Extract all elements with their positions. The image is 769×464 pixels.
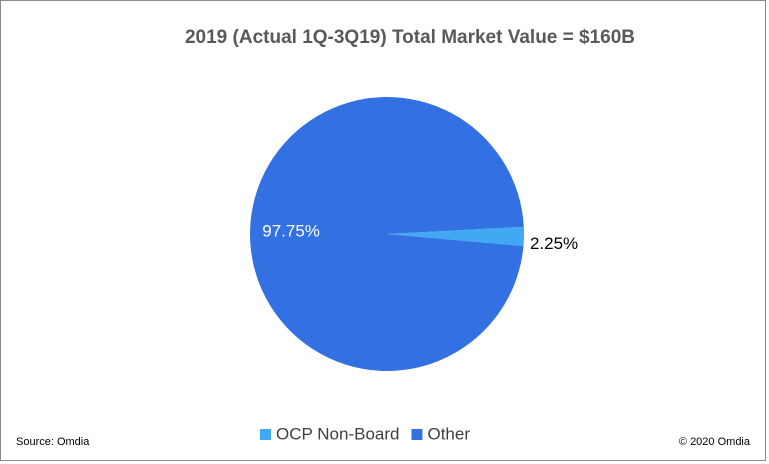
legend-label: Other bbox=[427, 424, 470, 443]
legend-swatch bbox=[260, 429, 271, 440]
data-label: 97.75% bbox=[262, 222, 320, 241]
data-label: 2.25% bbox=[530, 234, 578, 253]
legend-swatch bbox=[411, 429, 423, 440]
chart-title: 2019 (Actual 1Q-3Q19) Total Market Value… bbox=[185, 27, 635, 48]
source-note: Source: Omdia bbox=[16, 436, 90, 448]
pie-slice bbox=[387, 226, 524, 247]
pie-slice bbox=[250, 97, 524, 372]
copyright-note: © 2020 Omdia bbox=[679, 436, 751, 448]
legend-label: OCP Non-Board bbox=[276, 424, 399, 443]
